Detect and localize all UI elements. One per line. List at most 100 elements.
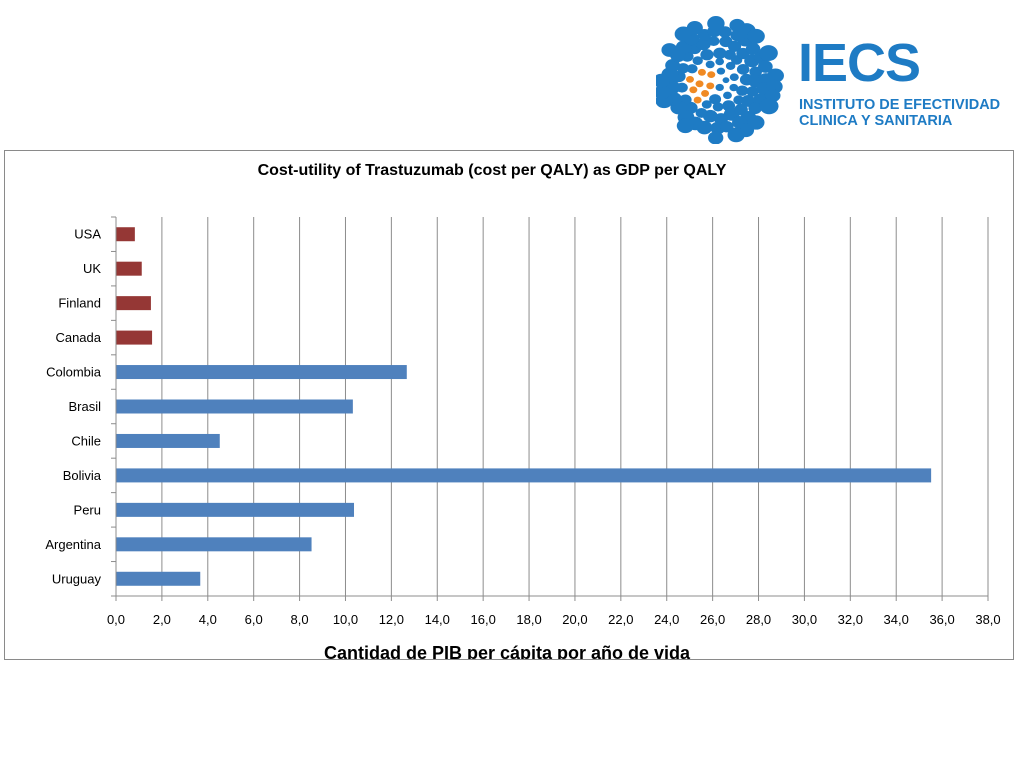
logo-dot — [661, 43, 678, 57]
logo-dot — [695, 80, 704, 88]
logo-dot — [705, 60, 715, 69]
y-tick-label: Argentina — [45, 537, 101, 552]
x-tick-label: 20,0 — [562, 612, 587, 627]
logo-dot — [715, 83, 724, 92]
logo-dot — [715, 57, 725, 66]
bar-layer — [116, 227, 932, 586]
bar-chile — [116, 433, 220, 448]
logo-dot — [748, 102, 762, 115]
logo-dot — [685, 76, 694, 83]
y-tick-label: Colombia — [46, 365, 102, 380]
logo-dot — [693, 96, 702, 104]
y-tick-label: Finland — [58, 296, 101, 311]
logo-dot — [727, 127, 745, 143]
y-tick-label: Uruguay — [52, 571, 102, 586]
logo-dot — [723, 91, 732, 100]
logo-dot — [758, 60, 773, 73]
logo-dot — [720, 120, 734, 133]
logo-dot — [701, 100, 712, 109]
x-tick-label: 18,0 — [516, 612, 541, 627]
logo-dot — [736, 85, 749, 96]
x-tick-label: 24,0 — [654, 612, 679, 627]
logo-dot — [701, 90, 710, 97]
logo-subtitle-line1: INSTITUTO DE EFECTIVIDAD — [799, 97, 1001, 113]
bar-canada — [116, 330, 153, 345]
logo-dot — [713, 47, 727, 59]
x-tick-label: 26,0 — [700, 612, 725, 627]
y-tick-label: UK — [83, 261, 101, 276]
x-tick-label: 4,0 — [199, 612, 217, 627]
x-tick-label: 8,0 — [291, 612, 309, 627]
axis-layer: 0,0 2,0 4,0 6,0 8,0 10,0 12,0 14,0 16,0 18,0 20,0 2… — [45, 216, 1001, 627]
logo-dot — [718, 26, 732, 38]
x-tick-label: 16,0 — [471, 612, 496, 627]
logo-dot — [676, 118, 694, 134]
x-tick-label: 6,0 — [245, 612, 263, 627]
x-tick-label: 30,0 — [792, 612, 817, 627]
logo-dot — [656, 85, 671, 100]
bar-bolivia — [116, 468, 932, 483]
logo-dot — [707, 36, 720, 47]
y-tick-label: Canada — [55, 330, 101, 345]
logo-dot — [736, 64, 750, 75]
logo-dot — [689, 86, 698, 94]
chart-frame: Cost-utility of Trastuzumab (cost per QA… — [4, 150, 1014, 660]
logo-dot — [767, 68, 784, 83]
logo-dot — [745, 42, 761, 55]
x-tick-label: 12,0 — [379, 612, 404, 627]
bar-chart: Cost-utility of Trastuzumab (cost per QA… — [45, 162, 1001, 659]
x-tick-label: 36,0 — [929, 612, 954, 627]
bar-uruguay — [116, 571, 201, 586]
logo-dot — [696, 37, 711, 51]
y-tick-label: USA — [74, 227, 101, 242]
x-tick-label: 32,0 — [838, 612, 863, 627]
logo-subtitle-line2: CLINICA Y SANITARIA — [799, 113, 953, 129]
logo-dot — [686, 21, 703, 35]
logo-dot — [665, 59, 681, 72]
x-tick-label: 2,0 — [153, 612, 171, 627]
logo-dot — [716, 67, 726, 75]
logo-dot — [759, 98, 779, 115]
logo-dot — [729, 83, 739, 92]
bar-colombia — [116, 365, 407, 380]
bar-finland — [116, 296, 151, 311]
logo-dot — [677, 63, 690, 74]
logo-dot — [759, 45, 778, 62]
logo-dot — [722, 77, 730, 84]
x-tick-label: 14,0 — [425, 612, 450, 627]
x-tick-label: 28,0 — [746, 612, 771, 627]
logo-dot — [686, 64, 698, 74]
logo-dot — [707, 71, 716, 79]
bar-peru — [116, 502, 355, 517]
logo-dot — [697, 68, 706, 76]
bar-brasil — [116, 399, 353, 414]
logo-dot — [709, 94, 722, 105]
logo-globe-icon — [656, 16, 784, 144]
logo-dot — [712, 102, 724, 112]
x-tick-label: 10,0 — [333, 612, 358, 627]
y-tick-label: Peru — [74, 502, 101, 517]
x-tick-label: 22,0 — [608, 612, 633, 627]
y-tick-label: Brasil — [68, 399, 101, 414]
logo-wordmark: IECS — [798, 33, 921, 93]
logo-dot — [692, 56, 703, 66]
y-tick-label: Bolivia — [63, 468, 102, 483]
logo-dot — [700, 49, 714, 61]
logo-dot — [707, 131, 724, 144]
logo-dot — [725, 61, 736, 70]
chart-title: Cost-utility of Trastuzumab (cost per QA… — [258, 162, 727, 179]
logo-dot — [656, 73, 670, 88]
iecs-logo: IECS INSTITUTO DE EFECTIVIDAD CLINICA Y … — [656, 14, 1016, 144]
logo-dot — [727, 40, 742, 52]
x-axis-title: Cantidad de PIB per cápita por año de vi… — [324, 643, 691, 659]
y-tick-label: Chile — [71, 433, 101, 448]
logo-dot — [746, 86, 759, 97]
x-tick-label: 0,0 — [107, 612, 125, 627]
bar-uk — [116, 261, 142, 276]
logo-dot — [707, 16, 725, 31]
bar-argentina — [116, 537, 312, 552]
logo-dot — [706, 82, 715, 90]
x-tick-label: 34,0 — [884, 612, 909, 627]
x-tick-label: 38,0 — [975, 612, 1000, 627]
logo-dot — [729, 73, 739, 82]
